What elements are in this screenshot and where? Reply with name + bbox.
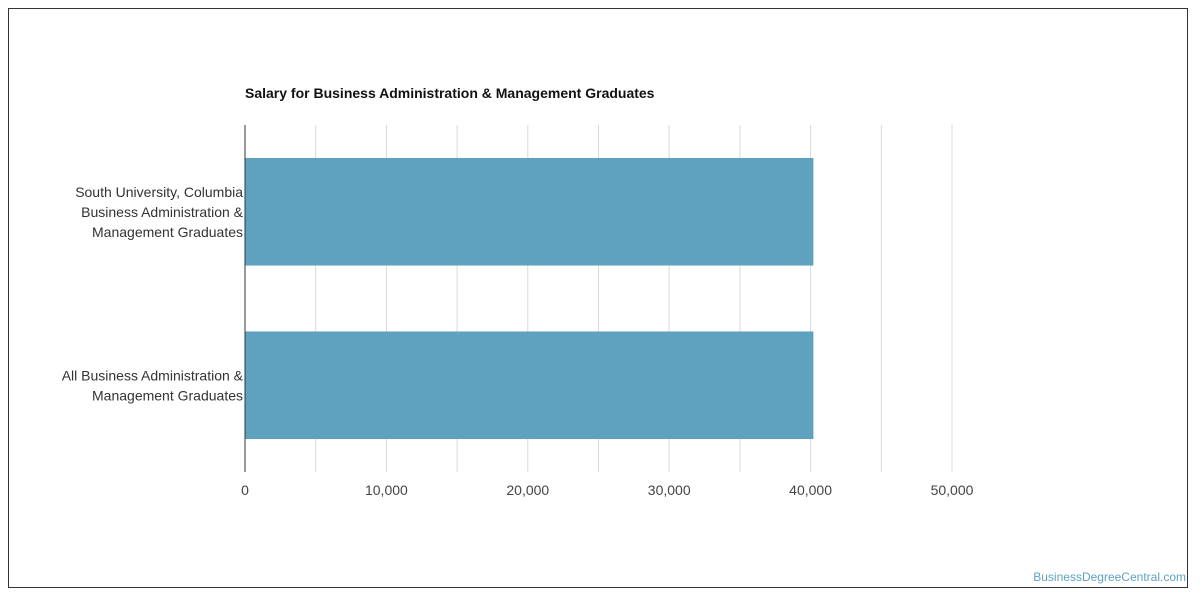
watermark-link[interactable]: BusinessDegreeCentral.com: [1033, 570, 1186, 584]
category-label-line: South University, Columbia: [75, 184, 243, 200]
category-label-line: All Business Administration &: [62, 367, 244, 383]
x-tick-label: 0: [241, 482, 249, 498]
x-tick-label: 30,000: [648, 482, 691, 498]
category-labels: South University, Columbia Business Admin…: [62, 184, 244, 404]
category-label-1: South University, Columbia Business Admin…: [75, 184, 243, 240]
x-tick-label: 40,000: [789, 482, 832, 498]
bar-2: [245, 331, 814, 440]
x-tick-label: 10,000: [365, 482, 408, 498]
category-label-line: Management Graduates: [92, 224, 243, 240]
x-tick-label: 50,000: [931, 482, 974, 498]
bars: [245, 157, 814, 440]
category-label-2: All Business Administration & Management …: [62, 367, 244, 403]
x-tick-label: 20,000: [506, 482, 549, 498]
category-label-line: Management Graduates: [92, 387, 243, 403]
bar-1: [245, 157, 814, 266]
x-tick-labels: 0 10,000 20,000 30,000 40,000 50,000: [241, 482, 974, 498]
chart-title: Salary for Business Administration & Man…: [245, 85, 655, 101]
category-label-line: Business Administration &: [81, 204, 244, 220]
